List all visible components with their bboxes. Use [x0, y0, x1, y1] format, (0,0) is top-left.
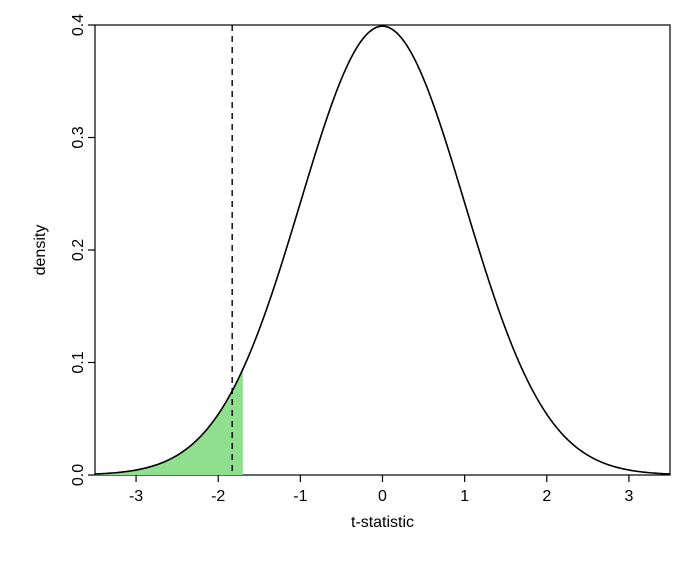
y-tick-label: 0.1	[70, 351, 87, 373]
y-axis-label: density	[32, 225, 49, 276]
plot-frame	[95, 25, 670, 475]
density-curve	[95, 26, 670, 474]
x-axis-label: t-statistic	[351, 514, 414, 531]
y-tick-label: 0.3	[70, 126, 87, 148]
x-tick-label: 3	[624, 488, 633, 505]
x-tick-label: 1	[460, 488, 469, 505]
x-tick-label: 0	[378, 488, 387, 505]
y-tick-label: 0.0	[70, 464, 87, 486]
x-tick-label: -2	[211, 488, 225, 505]
y-tick-label: 0.2	[70, 239, 87, 261]
chart-container: -3 -2 -1 0 1 2 3 0.0 0.1 0.2 0.3 0.4 t-statistic d…	[0, 0, 700, 564]
x-tick-label: -3	[129, 488, 143, 505]
y-axis: 0.0 0.1 0.2 0.3 0.4	[70, 14, 95, 486]
y-tick-label: 0.4	[70, 14, 87, 36]
x-tick-label: -1	[293, 488, 307, 505]
x-tick-label: 2	[542, 488, 551, 505]
x-axis: -3 -2 -1 0 1 2 3	[129, 475, 634, 505]
density-plot-svg: -3 -2 -1 0 1 2 3 0.0 0.1 0.2 0.3 0.4 t-statistic d…	[0, 0, 700, 564]
